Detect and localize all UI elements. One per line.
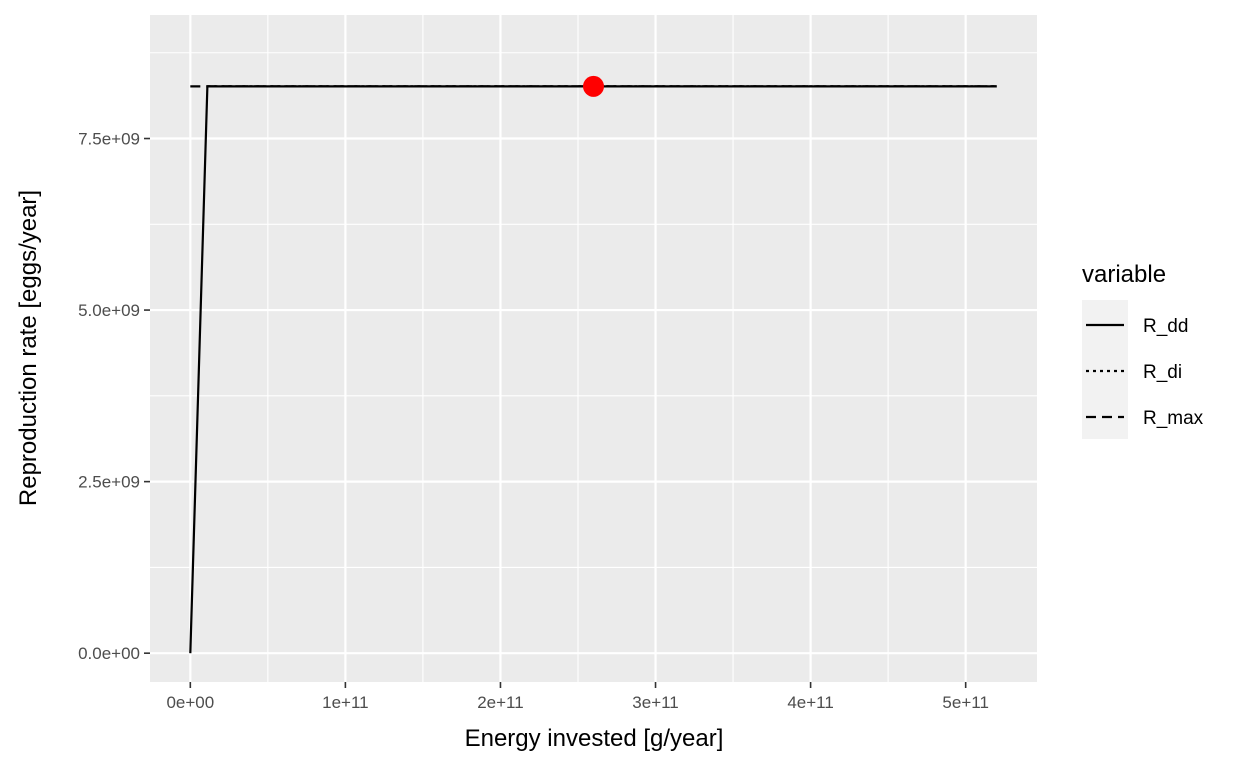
- y-axis-title: Reproduction rate [eggs/year]: [15, 190, 42, 506]
- legend: variable R_dd R_di R_max: [1082, 261, 1204, 439]
- legend-key-background: [1082, 300, 1128, 439]
- y-axis: 0.0e+00 2.5e+09 5.0e+09 7.5e+09: [78, 130, 150, 663]
- y-tick-label: 7.5e+09: [78, 130, 140, 149]
- grid-major: [150, 15, 1037, 682]
- legend-label: R_di: [1143, 362, 1182, 383]
- y-tick-label: 5.0e+09: [78, 301, 140, 320]
- x-tick-label: 0e+00: [166, 693, 214, 712]
- x-tick-label: 5e+11: [942, 693, 988, 712]
- legend-label: R_max: [1143, 408, 1204, 429]
- points-layer: [583, 75, 604, 97]
- x-axis: 0e+00 1e+11 2e+11 3e+11 4e+11 5e+11: [166, 682, 989, 712]
- grid-minor: [150, 15, 1037, 682]
- x-tick-label: 4e+11: [787, 693, 833, 712]
- y-tick-label: 0.0e+00: [78, 644, 140, 663]
- legend-title: variable: [1082, 261, 1166, 288]
- data-point: [583, 75, 604, 97]
- x-axis-title: Energy invested [g/year]: [465, 725, 724, 752]
- x-tick-label: 2e+11: [477, 693, 523, 712]
- x-tick-label: 1e+11: [322, 693, 368, 712]
- plot-panel: [150, 15, 1037, 682]
- legend-label: R_dd: [1143, 316, 1188, 337]
- x-tick-label: 3e+11: [632, 693, 678, 712]
- legend-items: R_dd R_di R_max: [1086, 316, 1204, 429]
- y-tick-label: 2.5e+09: [78, 473, 140, 492]
